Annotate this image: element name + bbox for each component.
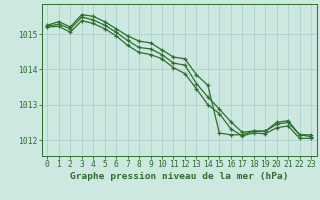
X-axis label: Graphe pression niveau de la mer (hPa): Graphe pression niveau de la mer (hPa) [70, 172, 288, 181]
